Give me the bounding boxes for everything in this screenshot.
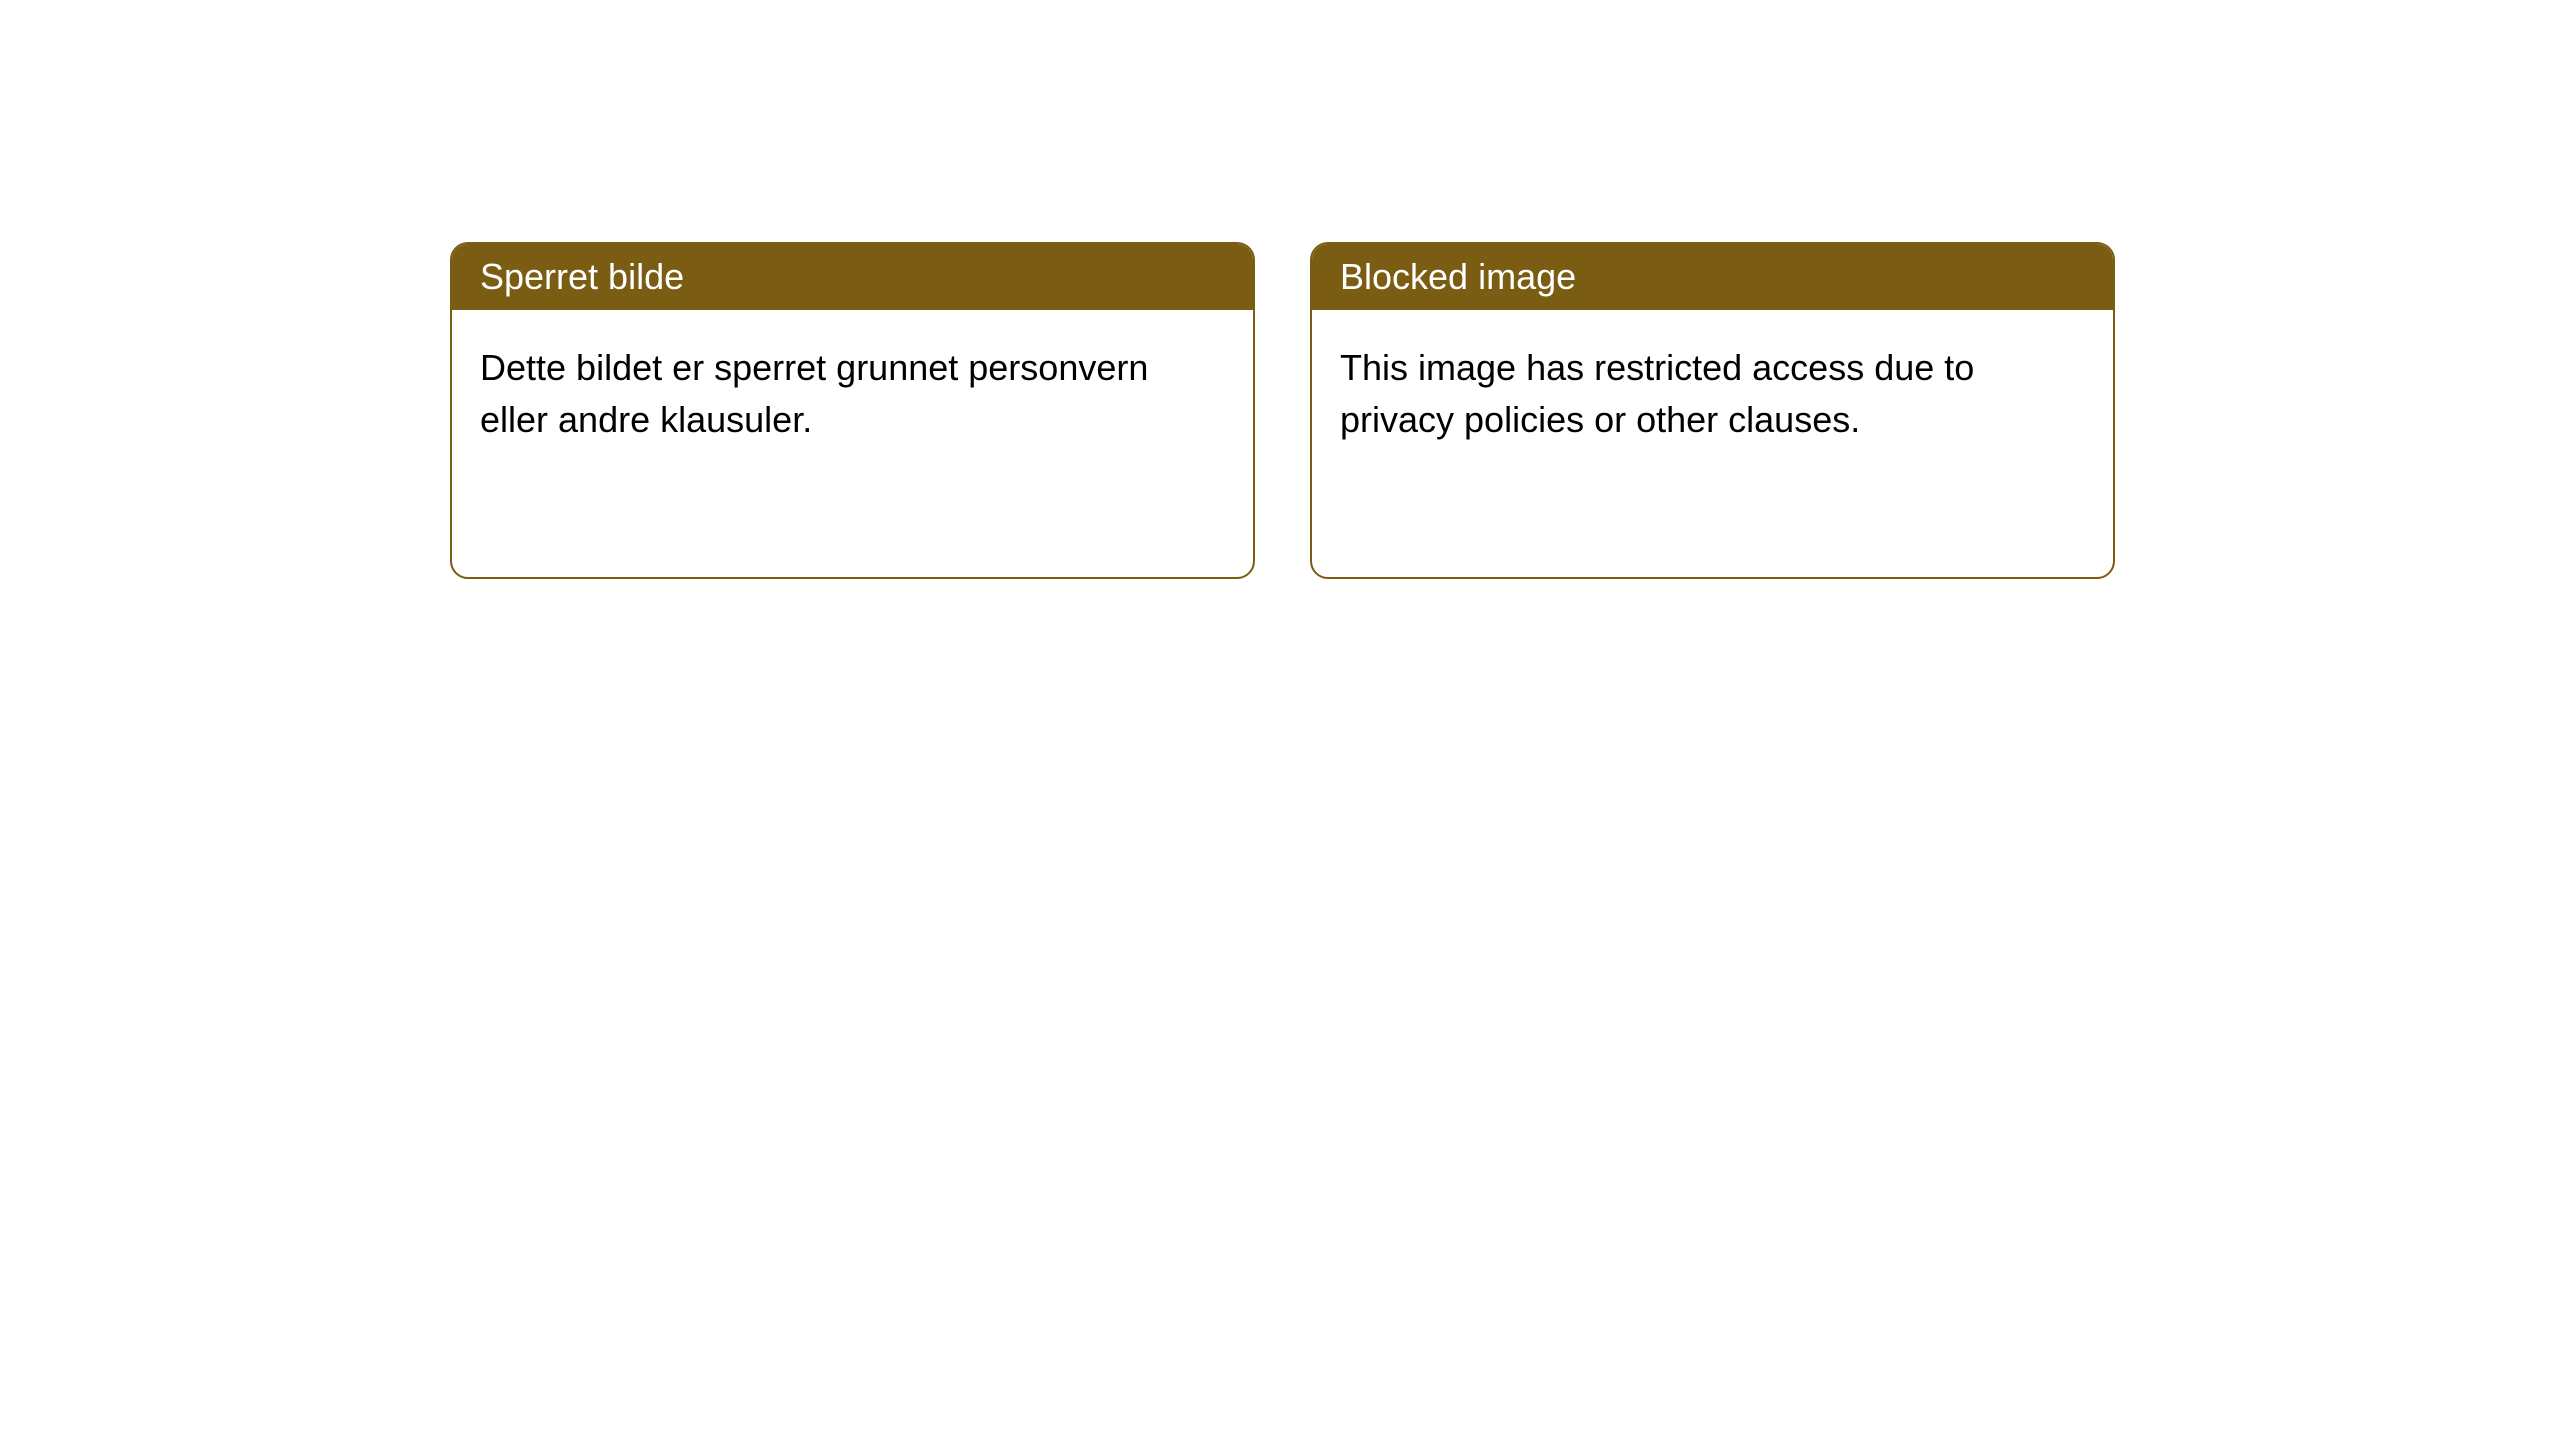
notice-cards-container: Sperret bilde Dette bildet er sperret gr… xyxy=(450,242,2115,579)
card-title: Blocked image xyxy=(1340,256,1576,297)
card-body: This image has restricted access due to … xyxy=(1312,310,2113,478)
notice-card-norwegian: Sperret bilde Dette bildet er sperret gr… xyxy=(450,242,1255,579)
card-body: Dette bildet er sperret grunnet personve… xyxy=(452,310,1253,478)
card-body-text: This image has restricted access due to … xyxy=(1340,347,1974,440)
card-header: Blocked image xyxy=(1312,244,2113,310)
card-body-text: Dette bildet er sperret grunnet personve… xyxy=(480,347,1148,440)
card-title: Sperret bilde xyxy=(480,256,684,297)
notice-card-english: Blocked image This image has restricted … xyxy=(1310,242,2115,579)
card-header: Sperret bilde xyxy=(452,244,1253,310)
